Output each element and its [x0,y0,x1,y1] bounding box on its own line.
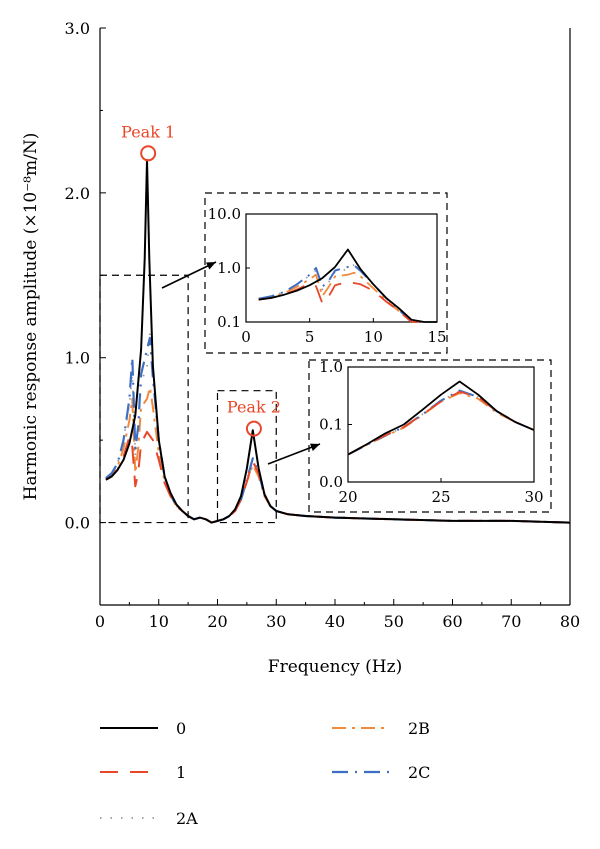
inset-x-tick-label: 15 [427,328,446,346]
x-tick-label: 80 [560,612,580,631]
inset-y-tick-label: 1.0 [217,259,241,277]
y-tick-label: 0.0 [65,514,90,533]
zoom-region-box-1 [99,274,189,524]
zoom-arrow-1 [161,261,217,289]
x-tick-label: 10 [149,612,169,631]
inset-y-tick-label: 1.0 [319,358,343,376]
legend-label-2A: 2A [176,809,198,828]
zoom-arrow-head-1 [206,262,216,270]
x-tick-label: 30 [266,612,286,631]
inset-series-line-2C [258,264,425,323]
inset-series-line-0 [258,248,437,323]
series-line-2C [105,336,571,524]
y-tick-label: 2.0 [65,184,90,203]
legend-label-2B: 2B [408,719,430,738]
inset-y-tick-label: 10.0 [208,205,241,223]
zoom-arrow-2 [267,443,321,465]
series-line-0 [105,158,571,524]
y-tick-label: 1.0 [65,349,90,368]
inset-y-tick-label: 0.1 [319,416,343,434]
peak-marker-2 [245,420,262,437]
x-tick-label: 70 [501,612,521,631]
inset-y-tick-label: 0.0 [319,473,343,491]
zoom-arrow-head-2 [310,443,320,451]
x-tick-label: 60 [442,612,462,631]
legend-label-2C: 2C [408,763,430,782]
peak-marker-1 [140,145,157,162]
inset-series-line-0 [347,380,535,456]
x-tick-label: 20 [207,612,227,631]
inset-y-tick-label: 0.1 [217,313,241,331]
inset-x-tick-label: 20 [338,488,357,506]
zoom-region-box-2 [216,390,277,524]
inset-frame-1 [204,192,448,354]
peak-label-1: Peak 1 [121,122,175,141]
legend-label-0: 0 [176,719,186,738]
inset-series-line-1 [347,390,535,456]
y-axis-title: Harmonic response amplitude (×10⁻⁸m/N) [21,133,41,501]
peak-label-2: Peak 2 [227,398,281,417]
x-tick-label: 0 [95,612,105,631]
legend-label-1: 1 [176,763,186,782]
inset-x-tick-label: 30 [524,488,543,506]
x-tick-label: 40 [325,612,345,631]
x-tick-label: 50 [384,612,404,631]
inset-x-tick-label: 10 [364,328,383,346]
inset-x-tick-label: 5 [305,328,315,346]
inset-x-tick-label: 0 [241,328,251,346]
inset-x-tick-label: 25 [431,488,450,506]
x-axis-title: Frequency (Hz) [268,657,402,677]
inset-frame-2 [308,359,552,513]
y-tick-label: 3.0 [65,19,90,38]
